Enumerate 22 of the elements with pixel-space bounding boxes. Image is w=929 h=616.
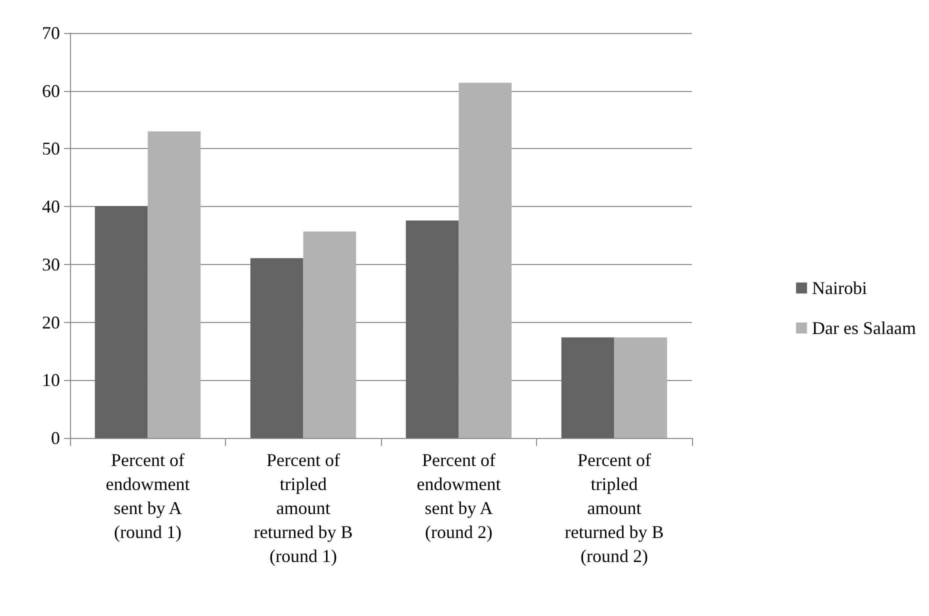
- y-tick-label: 70: [42, 23, 60, 43]
- bar: [148, 131, 201, 438]
- bar: [406, 220, 459, 438]
- bar: [458, 82, 512, 438]
- legend-label: Dar es Salaam: [812, 318, 916, 338]
- x-tick-label: Percent of endowment sent by A (round 2): [416, 450, 501, 542]
- bar: [250, 258, 304, 438]
- legend-label: Nairobi: [812, 278, 868, 298]
- bar: [94, 206, 148, 438]
- x-tick-label: Percent of tripled amount returned by B (round 1): [254, 450, 353, 566]
- y-tick-label: 60: [42, 80, 60, 101]
- y-tick-label: 40: [42, 196, 60, 217]
- y-tick-label: 50: [42, 138, 60, 159]
- y-tick-label: 0: [51, 428, 60, 448]
- x-tick-label: Percent of tripled amount returned by B (round 2): [564, 450, 664, 566]
- y-tick-label: 10: [42, 370, 60, 390]
- y-tick-label: 30: [42, 254, 60, 274]
- bar: [614, 337, 668, 438]
- y-tick-label: 20: [42, 312, 60, 332]
- bar: [303, 231, 356, 438]
- x-tick-label: Percent of endowment sent by A (round 1): [106, 450, 190, 542]
- bar: [561, 337, 614, 438]
